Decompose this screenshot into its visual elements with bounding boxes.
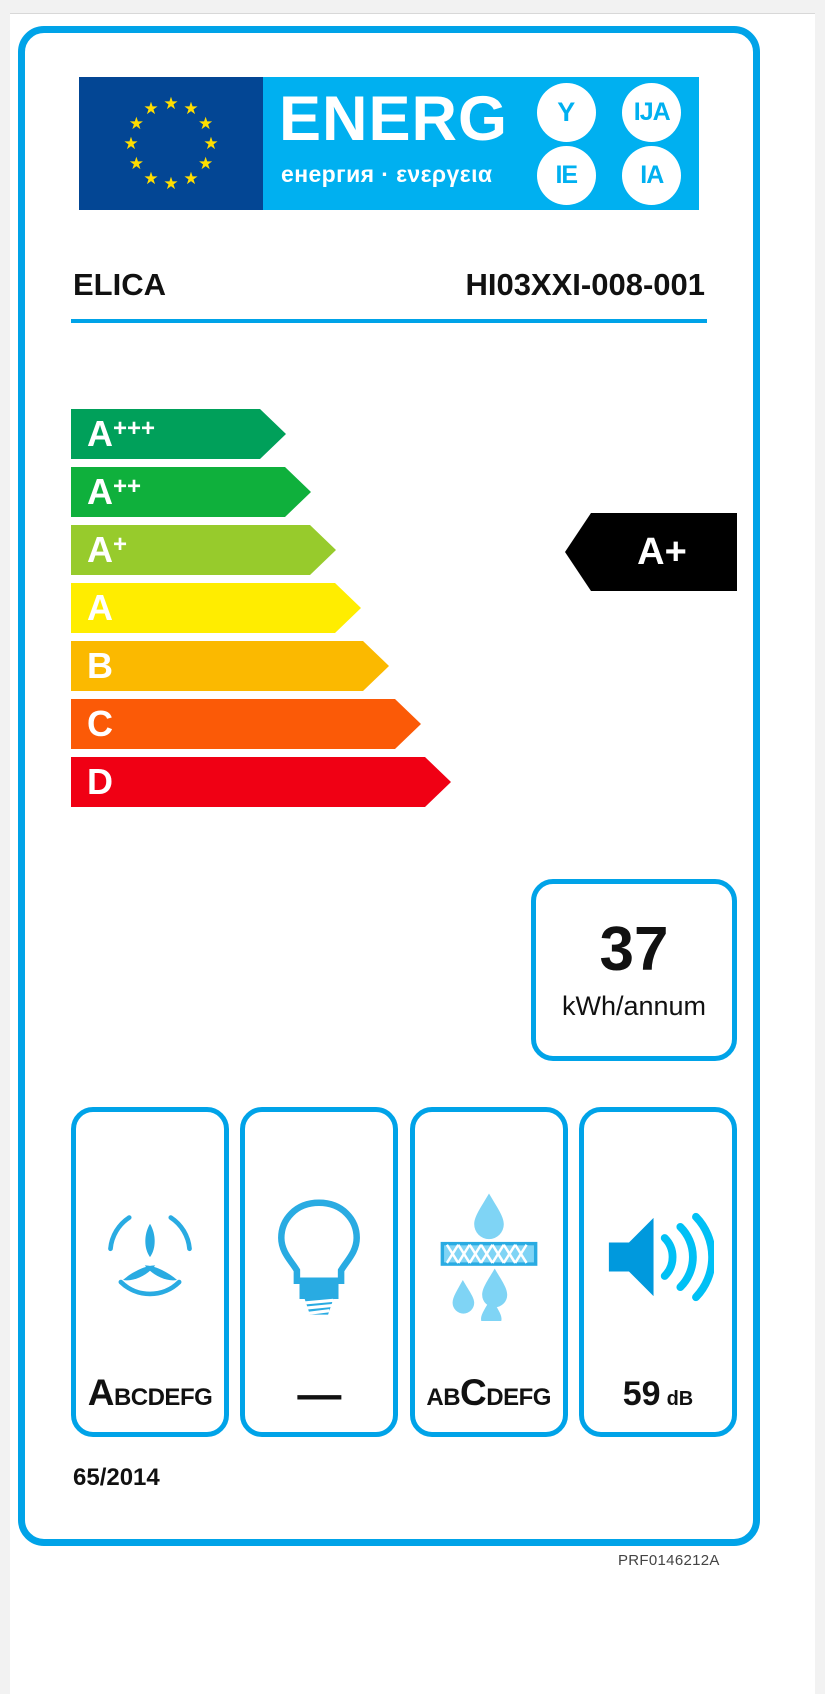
spec-label-suffix: DEFG — [486, 1384, 551, 1411]
badge-ie-icon: IE — [536, 145, 596, 205]
energy-class-letter: A — [87, 413, 113, 454]
eu-star-icon: ★ — [123, 134, 139, 153]
brand-model-row: ELICA HI03XXI-008-001 — [71, 261, 707, 323]
prf-code: PRF0146212A — [618, 1552, 720, 1569]
energy-label-card: ★ ★ ★ ★ ★ ★ ★ ★ ★ ★ ★ ★ ENERG енергия · ενεργεια Y … — [18, 26, 760, 1546]
page-top-strip — [0, 0, 825, 14]
eu-flag-icon: ★ ★ ★ ★ ★ ★ ★ ★ ★ ★ ★ ★ — [79, 77, 263, 210]
energy-class-row: C — [71, 699, 491, 749]
annual-consumption-box: 37 kWh/annum — [531, 879, 737, 1061]
energy-badge-group: Y IJA IE IA — [525, 82, 693, 205]
annual-consumption-unit: kWh/annum — [561, 990, 707, 1021]
energy-class-row: B — [71, 641, 491, 691]
eu-star-icon: ★ — [128, 114, 144, 133]
grease-filter-icon — [415, 1138, 563, 1372]
spec-label-main: C — [460, 1372, 487, 1413]
badge-ia-icon: IA — [622, 145, 682, 205]
spec-box-noise-level: 59 dB — [578, 1107, 737, 1437]
energy-class-letter: A — [87, 587, 113, 628]
spec-box-fluid-dynamic-efficiency: ABCDEFG — [71, 1107, 229, 1437]
page-left-strip — [0, 0, 10, 1694]
spec-label-prefix: AB — [426, 1384, 461, 1411]
brand-name: ELICA — [73, 267, 166, 302]
energy-class-bar-c: C — [71, 699, 421, 749]
energy-class-bar-b: B — [71, 641, 389, 691]
energy-class-bar-a3: A +++ — [71, 409, 286, 459]
eu-star-icon: ★ — [143, 99, 159, 119]
annual-consumption-value: 37 — [599, 914, 669, 984]
energy-class-rating-arrow: A+ — [565, 513, 737, 591]
eu-star-icon: ★ — [163, 94, 179, 113]
spec-box-lighting-efficiency: — — [240, 1107, 399, 1437]
eu-star-icon: ★ — [128, 154, 144, 173]
spec-label-main: A — [87, 1372, 115, 1413]
energy-class-row: A ++ — [71, 467, 491, 517]
energy-class-letter: D — [87, 761, 113, 802]
energy-class-row: A +++ — [71, 409, 491, 459]
energy-class-bar-a2: A ++ — [71, 467, 311, 517]
energy-class-bar-a: A — [71, 583, 361, 633]
energy-class-letter: A — [87, 471, 113, 512]
energy-class-letter: B — [87, 645, 113, 686]
spec-label-main: — — [297, 1370, 342, 1419]
spec-label-grease-filtering-efficiency: ABCDEFG — [415, 1372, 563, 1414]
eu-star-icon: ★ — [163, 174, 179, 193]
lightbulb-icon — [245, 1138, 393, 1382]
spec-label-fluid-dynamic-efficiency: ABCDEFG — [76, 1372, 224, 1414]
page-right-strip — [815, 0, 825, 1694]
model-identifier: HI03XXI-008-001 — [465, 267, 705, 302]
eu-star-icon: ★ — [183, 168, 199, 188]
energy-class-row: D — [71, 757, 491, 807]
badge-ija-icon: IJA — [622, 82, 682, 142]
energy-label-inner: ★ ★ ★ ★ ★ ★ ★ ★ ★ ★ ★ ★ ENERG енергия · ενεργεια Y … — [41, 49, 737, 1523]
speaker-icon — [584, 1138, 732, 1375]
energy-class-plus: ++ — [113, 473, 142, 500]
spec-label-noise-level: 59 dB — [584, 1375, 732, 1414]
energy-class-bar-a1: A + — [71, 525, 336, 575]
eu-star-icon: ★ — [198, 154, 214, 173]
spec-label-suffix: BCDEFG — [113, 1384, 213, 1411]
energy-class-row: A — [71, 583, 491, 633]
spec-label-lighting-efficiency: — — [245, 1373, 393, 1417]
noise-unit: dB — [666, 1388, 694, 1410]
regulation-reference: 65/2014 — [73, 1464, 160, 1491]
energy-class-plus: +++ — [113, 415, 156, 442]
energy-banner: ENERG енергия · ενεργεια Y IJA IE IA — [263, 77, 699, 210]
energ-wordmark: ENERG — [279, 84, 509, 154]
energy-class-row: A + — [71, 525, 491, 575]
energy-class-letter: C — [87, 703, 113, 744]
energy-class-scale: A +++ A ++ A + A B C D — [71, 409, 491, 815]
eu-star-icon: ★ — [143, 168, 159, 188]
energy-class-letter: A — [87, 529, 113, 570]
spec-box-group: ABCDEFG — [71, 1107, 737, 1437]
eu-star-icon: ★ — [203, 134, 219, 153]
energy-class-plus: + — [113, 531, 128, 558]
eu-star-icon: ★ — [198, 114, 214, 133]
badge-y-icon: Y — [536, 82, 596, 142]
noise-value: 59 — [622, 1375, 661, 1413]
eu-star-icon: ★ — [183, 99, 199, 119]
fan-icon — [76, 1138, 224, 1372]
energ-subtitle: енергия · ενεργεια — [281, 161, 493, 187]
energy-class-rating-label: A+ — [637, 530, 687, 573]
spec-box-grease-filtering-efficiency: ABCDEFG — [409, 1107, 568, 1437]
energy-label-header: ★ ★ ★ ★ ★ ★ ★ ★ ★ ★ ★ ★ ENERG енергия · ενεργεια Y … — [79, 77, 699, 210]
energy-class-bar-d: D — [71, 757, 451, 807]
